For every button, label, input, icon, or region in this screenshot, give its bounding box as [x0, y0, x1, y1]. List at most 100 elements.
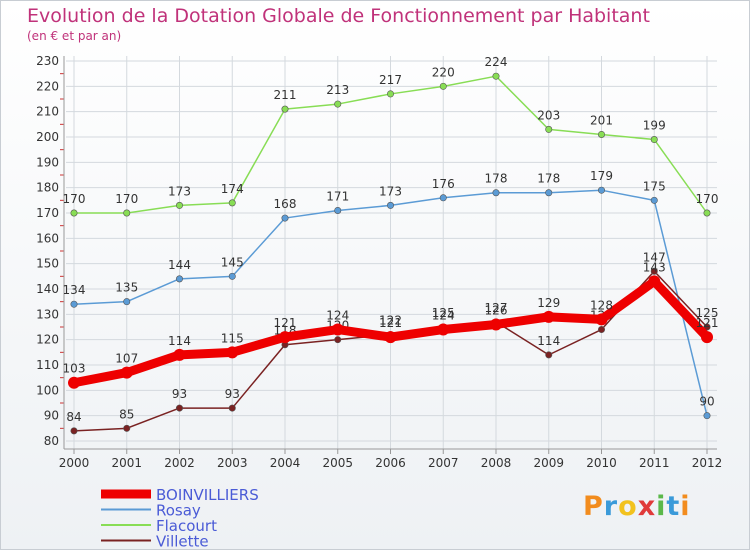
data-point-boinvilliers: [437, 323, 450, 336]
data-label-flacourt: 170: [115, 192, 138, 206]
data-point-flacourt: [492, 72, 500, 80]
y-tick-label: 140: [36, 282, 59, 296]
data-label-rosay: 176: [432, 177, 455, 191]
x-tick-label: 2012: [692, 456, 723, 470]
data-label-flacourt: 203: [537, 108, 560, 122]
proxiti-logo: Proxiti: [583, 491, 691, 522]
data-point-villette: [228, 404, 236, 412]
data-point-rosay: [228, 272, 236, 280]
data-point-rosay: [492, 189, 500, 197]
data-label-rosay: 145: [221, 255, 244, 269]
data-label-rosay: 135: [115, 281, 138, 295]
data-label-flacourt: 199: [643, 119, 666, 133]
data-point-flacourt: [703, 209, 711, 217]
data-point-rosay: [386, 201, 394, 209]
data-point-boinvilliers: [490, 318, 502, 331]
data-label-flacourt: 201: [590, 113, 613, 127]
x-tick-label: 2000: [59, 456, 90, 470]
y-tick-label: 110: [36, 358, 59, 372]
x-tick-label: 2010: [586, 456, 617, 470]
y-tick-label: 90: [44, 409, 59, 423]
data-label-rosay: 90: [699, 395, 714, 409]
y-tick-label: 200: [36, 130, 59, 144]
data-point-rosay: [703, 412, 711, 420]
data-label-boinvilliers: 121: [274, 316, 297, 330]
data-label-flacourt: 173: [168, 184, 191, 198]
legend-label-villette: Villette: [156, 533, 209, 551]
x-tick-label: 2001: [111, 456, 142, 470]
legend-label-rosay: Rosay: [156, 502, 201, 520]
data-label-boinvilliers: 114: [168, 334, 191, 348]
data-point-villette: [176, 404, 184, 412]
data-point-flacourt: [439, 82, 447, 90]
data-label-boinvilliers: 128: [590, 298, 613, 312]
data-label-villette: 93: [225, 387, 240, 401]
data-point-boinvilliers: [701, 331, 713, 344]
data-point-boinvilliers: [542, 310, 555, 323]
data-point-rosay: [597, 186, 605, 194]
data-label-rosay: 144: [168, 258, 191, 272]
data-label-flacourt: 174: [221, 182, 244, 196]
data-point-flacourt: [70, 209, 78, 217]
data-label-flacourt: 220: [432, 65, 455, 79]
data-label-boinvilliers: 126: [485, 303, 508, 317]
data-label-boinvilliers: 143: [643, 260, 666, 274]
data-label-boinvilliers: 103: [63, 362, 86, 376]
data-point-flacourt: [386, 90, 394, 98]
data-point-villette: [334, 336, 342, 344]
x-tick-label: 2009: [533, 456, 564, 470]
data-point-boinvilliers: [331, 323, 344, 336]
y-tick-label: 100: [36, 383, 59, 397]
chart-title: Evolution de la Dotation Globale de Fonc…: [27, 5, 650, 27]
data-point-villette: [597, 326, 605, 334]
data-label-villette: 125: [696, 306, 719, 320]
x-tick-label: 2005: [322, 456, 353, 470]
y-tick-label: 160: [36, 231, 59, 245]
data-label-boinvilliers: 129: [537, 296, 560, 310]
data-label-boinvilliers: 107: [115, 352, 138, 366]
data-label-rosay: 173: [379, 184, 402, 198]
y-tick-label: 210: [36, 105, 59, 119]
y-tick-label: 80: [44, 434, 59, 448]
x-tick-label: 2011: [639, 456, 670, 470]
data-label-flacourt: 213: [326, 83, 349, 97]
x-tick-label: 2007: [428, 456, 459, 470]
data-point-boinvilliers: [120, 366, 133, 379]
data-point-villette: [545, 351, 553, 359]
data-point-flacourt: [334, 100, 342, 108]
data-point-villette: [703, 323, 711, 331]
y-tick-label: 120: [36, 333, 59, 347]
series-flacourt: 170 170 173 174 211 213 217 220 224 203 201 199 170: [63, 55, 718, 217]
series-rosay: 134 135 144 145 168 171 173 176 178 178 179 175 90: [63, 169, 715, 420]
data-label-rosay: 168: [274, 197, 297, 211]
x-tick-label: 2002: [164, 456, 195, 470]
data-label-boinvilliers: 115: [221, 331, 244, 345]
y-tick-label: 170: [36, 206, 59, 220]
x-tick-label: 2003: [217, 456, 248, 470]
data-point-boinvilliers: [173, 348, 186, 361]
data-point-flacourt: [176, 201, 184, 209]
data-label-rosay: 178: [537, 172, 560, 186]
data-point-boinvilliers: [648, 275, 661, 288]
data-point-flacourt: [281, 105, 289, 113]
data-point-villette: [70, 427, 78, 435]
data-point-flacourt: [597, 130, 605, 138]
grid: [66, 56, 717, 449]
data-label-villette: 114: [537, 334, 560, 348]
data-label-flacourt: 224: [485, 55, 508, 69]
y-tick-label: 190: [36, 155, 59, 169]
y-tick-label: 130: [36, 307, 59, 321]
data-point-rosay: [281, 214, 289, 222]
data-label-villette: 125: [432, 306, 455, 320]
data-label-rosay: 175: [643, 179, 666, 193]
data-point-rosay: [545, 189, 553, 197]
y-tick-label: 220: [36, 79, 59, 93]
data-label-villette: 127: [485, 301, 508, 315]
x-tick-label: 2006: [375, 456, 406, 470]
data-point-boinvilliers: [595, 313, 608, 326]
data-point-rosay: [70, 300, 78, 308]
y-tick-label: 150: [36, 257, 59, 271]
data-label-boinvilliers: 121: [379, 316, 402, 330]
data-point-villette: [650, 267, 658, 275]
